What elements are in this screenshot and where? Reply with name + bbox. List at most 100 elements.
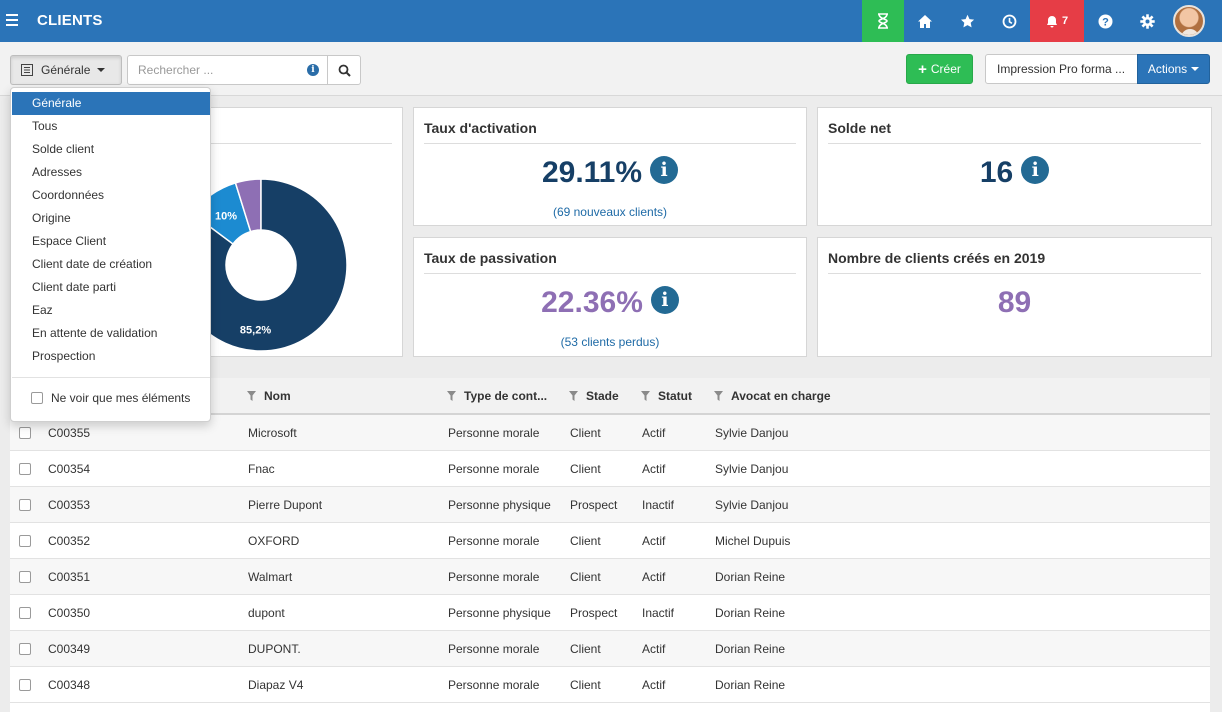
cell-code: C00348 bbox=[48, 678, 91, 692]
cell-type: Personne physique bbox=[448, 498, 551, 512]
dropdown-item-tous[interactable]: Tous bbox=[32, 119, 58, 133]
card-title: Taux d'activation bbox=[424, 120, 537, 136]
dropdown-item-date-creation[interactable]: Client date de création bbox=[32, 257, 153, 271]
view-dropdown-menu: Générale Tous Solde client Adresses Coor… bbox=[10, 87, 211, 422]
search-button[interactable] bbox=[327, 56, 360, 84]
net-balance-value: 16 bbox=[979, 156, 1014, 189]
info-icon[interactable]: i bbox=[307, 64, 319, 76]
toolbar: Générale i + Créer Impression Pro forma … bbox=[0, 42, 1222, 96]
home-icon[interactable] bbox=[904, 0, 946, 42]
print-proforma-button[interactable]: Impression Pro forma ... bbox=[985, 54, 1138, 84]
cell-nom[interactable]: DUPONT. bbox=[248, 642, 301, 656]
column-header-statut[interactable]: Statut bbox=[641, 389, 692, 403]
dropdown-divider bbox=[12, 377, 210, 378]
cell-stade: Prospect bbox=[570, 498, 618, 512]
dropdown-item-origine[interactable]: Origine bbox=[32, 211, 71, 225]
table-row[interactable]: C00350 dupont Personne physique Prospect Ina… bbox=[10, 595, 1210, 631]
create-button[interactable]: + Créer bbox=[906, 54, 973, 84]
row-checkbox[interactable] bbox=[19, 463, 31, 475]
column-header-stade[interactable]: Stade bbox=[569, 389, 619, 403]
create-button-label: Créer bbox=[930, 62, 961, 76]
info-icon[interactable]: i bbox=[1021, 156, 1050, 184]
table-row[interactable]: C00348 Diapaz V4 Personne morale Client Acti… bbox=[10, 667, 1210, 703]
row-checkbox[interactable] bbox=[19, 499, 31, 511]
table-row[interactable]: C00354 Fnac Personne morale Client Actif Sylv… bbox=[10, 451, 1210, 487]
cell-statut: Inactif bbox=[642, 498, 675, 512]
cell-type: Personne morale bbox=[448, 642, 540, 656]
app-title: CLIENTS bbox=[37, 12, 103, 29]
cell-statut: Actif bbox=[642, 462, 666, 476]
cell-statut: Actif bbox=[642, 642, 666, 656]
dropdown-item-generale[interactable]: Générale bbox=[12, 92, 210, 115]
settings-gear-icon[interactable] bbox=[1126, 0, 1168, 42]
donut-data-label: 10% bbox=[215, 211, 237, 223]
passivation-rate-value: 22.36% bbox=[541, 286, 643, 319]
only-mine-toggle[interactable]: Ne voir que mes éléments bbox=[31, 391, 190, 405]
net-balance-card: Solde net 16 i bbox=[817, 107, 1212, 226]
column-header-type[interactable]: Type de cont... bbox=[447, 389, 547, 403]
search-input[interactable] bbox=[128, 56, 328, 84]
cell-type: Personne morale bbox=[448, 678, 540, 692]
cell-nom[interactable]: Fnac bbox=[248, 462, 275, 476]
cell-stade: Client bbox=[570, 678, 601, 692]
search-icon bbox=[338, 64, 351, 77]
clients-table: Nom Type de cont... Stade Statut Avocat … bbox=[10, 378, 1210, 712]
cell-stade: Prospect bbox=[570, 606, 618, 620]
cell-avocat: Dorian Reine bbox=[715, 606, 786, 620]
table-row[interactable]: C00355 Microsoft Personne morale Client Acti… bbox=[10, 415, 1210, 451]
cell-nom[interactable]: Walmart bbox=[248, 570, 293, 584]
star-icon[interactable] bbox=[946, 0, 988, 42]
table-row[interactable]: C00349 DUPONT. Personne morale Client Actif D… bbox=[10, 631, 1210, 667]
svg-text:?: ? bbox=[1102, 16, 1109, 28]
cell-nom[interactable]: dupont bbox=[248, 606, 285, 620]
info-icon[interactable]: i bbox=[650, 156, 679, 184]
dropdown-item-eaz[interactable]: Eaz bbox=[32, 303, 53, 317]
actions-button[interactable]: Actions bbox=[1137, 54, 1210, 84]
history-clock-icon[interactable] bbox=[988, 0, 1030, 42]
row-checkbox[interactable] bbox=[19, 427, 31, 439]
dropdown-item-date-parti[interactable]: Client date parti bbox=[32, 280, 117, 294]
dropdown-item-coordonnees[interactable]: Coordonnées bbox=[32, 188, 105, 202]
cell-stade: Client bbox=[570, 462, 601, 476]
view-selector-button[interactable]: Générale bbox=[10, 55, 122, 85]
user-avatar[interactable] bbox=[1173, 5, 1205, 37]
card-title: Taux de passivation bbox=[424, 250, 557, 266]
help-icon[interactable]: ? bbox=[1084, 0, 1126, 42]
dropdown-item-adresses[interactable]: Adresses bbox=[32, 165, 83, 179]
notifications-bell-icon[interactable]: 7 bbox=[1030, 0, 1084, 42]
dropdown-item-solde-client[interactable]: Solde client bbox=[32, 142, 95, 156]
cell-nom[interactable]: Diapaz V4 bbox=[248, 678, 304, 692]
dropdown-item-prospection[interactable]: Prospection bbox=[32, 349, 96, 363]
row-checkbox[interactable] bbox=[19, 643, 31, 655]
row-checkbox[interactable] bbox=[19, 535, 31, 547]
clients-created-card: Nombre de clients créés en 2019 89 bbox=[817, 237, 1212, 357]
cell-code: C00350 bbox=[48, 606, 91, 620]
row-checkbox[interactable] bbox=[19, 571, 31, 583]
cell-code: C00354 bbox=[48, 462, 91, 476]
notifications-count: 7 bbox=[1061, 15, 1069, 27]
cell-avocat: Sylvie Danjou bbox=[715, 426, 789, 440]
cell-avocat: Michel Dupuis bbox=[715, 534, 791, 548]
donut-data-label: 85,2% bbox=[240, 324, 271, 336]
row-checkbox[interactable] bbox=[19, 679, 31, 691]
hamburger-menu-icon[interactable] bbox=[4, 9, 24, 31]
row-checkbox[interactable] bbox=[19, 607, 31, 619]
filter-icon bbox=[714, 391, 723, 401]
dropdown-item-espace-client[interactable]: Espace Client bbox=[32, 234, 107, 248]
info-icon[interactable]: i bbox=[650, 286, 679, 314]
table-row[interactable]: C00353 Pierre Dupont Personne physique Pros… bbox=[10, 487, 1210, 523]
hourglass-icon[interactable] bbox=[862, 0, 904, 42]
only-mine-checkbox[interactable] bbox=[31, 392, 43, 404]
chevron-down-icon bbox=[97, 68, 106, 72]
column-header-avocat[interactable]: Avocat en charge bbox=[714, 389, 831, 403]
table-row[interactable]: C00352 OXFORD Personne morale Client Actif Mi… bbox=[10, 523, 1210, 559]
passivation-rate-subtext: (53 clients perdus) bbox=[560, 335, 660, 349]
table-row[interactable]: C00351 Walmart Personne morale Client Actif D… bbox=[10, 559, 1210, 595]
column-header-nom[interactable]: Nom bbox=[247, 389, 291, 403]
cell-stade: Client bbox=[570, 570, 601, 584]
cell-nom[interactable]: OXFORD bbox=[248, 534, 300, 548]
dropdown-item-attente-validation[interactable]: En attente de validation bbox=[32, 326, 158, 340]
cell-nom[interactable]: Pierre Dupont bbox=[248, 498, 323, 512]
search-box: i bbox=[127, 55, 361, 85]
cell-nom[interactable]: Microsoft bbox=[248, 426, 297, 440]
